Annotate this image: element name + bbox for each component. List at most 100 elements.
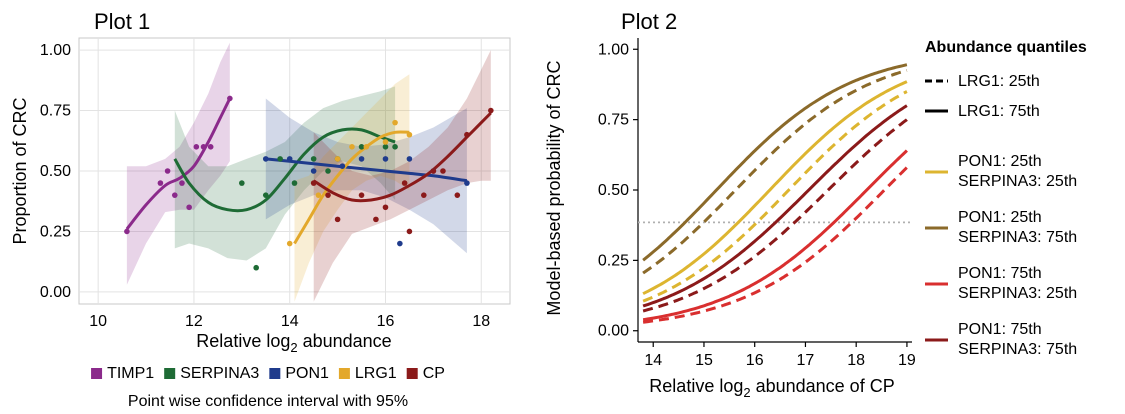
plot1-point-timp1 bbox=[200, 144, 207, 150]
plot1-point-serpina3 bbox=[239, 180, 245, 186]
plot1-point-timp1 bbox=[157, 180, 164, 186]
plot1-x-tick-label: 18 bbox=[472, 313, 490, 330]
plot1-point-serpina3 bbox=[358, 144, 365, 150]
plot1-point-lrg1 bbox=[363, 144, 370, 150]
plot2-legend-label: PON1: 25th bbox=[958, 153, 1042, 170]
plot1-curve-serpina3 bbox=[173, 127, 396, 213]
plot2-curve-7 bbox=[642, 149, 908, 322]
plot1-point-cp bbox=[334, 216, 341, 223]
plot1-point-timp1 bbox=[207, 144, 214, 150]
plot2-legend-label: PON1: 75th bbox=[958, 265, 1042, 282]
plot1-x-axis-label: Relative log2 abundance bbox=[196, 331, 391, 355]
plot1-x-tick-label: 10 bbox=[89, 313, 107, 330]
plot1-point-cp bbox=[430, 168, 437, 174]
plot1-y-tick-label: 1.00 bbox=[40, 42, 71, 59]
plot1-point-timp1 bbox=[164, 168, 171, 174]
plot2-curve-3 bbox=[642, 80, 908, 295]
plot2-title: Plot 2 bbox=[621, 9, 677, 34]
plot1-band-cp bbox=[313, 50, 491, 302]
plot1-curve-timp1 bbox=[125, 97, 232, 230]
plot1-point-timp1 bbox=[186, 204, 192, 211]
plot1-point-cp bbox=[401, 180, 408, 186]
plot2-curve-5 bbox=[642, 104, 908, 308]
plot1-y-tick-label: 0.75 bbox=[40, 103, 71, 120]
plot1-legend-swatch-lrg1 bbox=[338, 368, 350, 379]
plot1-point-cp bbox=[454, 192, 461, 198]
plot1-tick-labels: 10 12 14 16 18 0.00 0.25 0.50 0.75 1.00 bbox=[40, 42, 490, 330]
plot1-curve-cp bbox=[312, 111, 492, 203]
plot1-point-cp bbox=[464, 131, 470, 138]
plot1-y-axis-label: Proportion of CRC bbox=[10, 97, 30, 244]
plot1-point-cp bbox=[488, 107, 494, 114]
plot2-x-axis-label: Relative log2 abundance of CP bbox=[649, 376, 894, 400]
plot1-x-tick-label: 14 bbox=[281, 313, 299, 330]
plot1-note: Point wise confidence interval with 95% bbox=[128, 393, 408, 410]
plot1-y-tick-label: 0.25 bbox=[40, 223, 71, 240]
plot1-legend-swatch-cp bbox=[406, 368, 418, 379]
plot2-curve-6 bbox=[642, 118, 908, 313]
plot1-point-timp1 bbox=[227, 95, 233, 102]
plot1-point-cp bbox=[421, 192, 427, 198]
plot1-title: Plot 1 bbox=[94, 9, 150, 34]
plot1-point-pon1 bbox=[286, 156, 293, 162]
plot1-legend-label-timp1: TIMP1 bbox=[107, 365, 154, 382]
plot2-y-tick-label: 0.50 bbox=[598, 182, 629, 199]
plot2-legend-label: LRG1: 75th bbox=[958, 103, 1040, 120]
plot1-legend-label-cp: CP bbox=[423, 365, 445, 382]
plot1-point-cp bbox=[382, 204, 389, 211]
plot1-legend-swatch-serpina3 bbox=[164, 368, 176, 379]
plot2-y-tick-label: 1.00 bbox=[598, 41, 629, 58]
plot1-y-tick-label: 0.50 bbox=[40, 163, 71, 180]
plot1-legend-swatch-pon1 bbox=[269, 368, 281, 379]
plot2-x-tick-label: 15 bbox=[695, 352, 713, 369]
plot1-x-tick-label: 12 bbox=[185, 313, 203, 330]
plot2-legend-label: SERPINA3: 25th bbox=[958, 285, 1077, 302]
plot1-point-cp bbox=[373, 216, 379, 223]
plot1-x-tick-label: 16 bbox=[377, 313, 395, 330]
plot2-x-tick-label: 17 bbox=[797, 352, 815, 369]
plot2-x-tick-label: 18 bbox=[847, 352, 865, 369]
plot1-point-timp1 bbox=[124, 228, 130, 235]
plot1-point-serpina3 bbox=[277, 156, 283, 162]
plot1-point-lrg1 bbox=[392, 119, 398, 126]
plot2-legend-label: PON1: 25th bbox=[958, 209, 1042, 226]
plot1-point-pon1 bbox=[382, 156, 389, 162]
plot1-point-pon1 bbox=[339, 163, 346, 169]
plot1-band-pon1 bbox=[265, 98, 467, 254]
plot2-x-tick-label: 19 bbox=[898, 352, 916, 369]
plot1-point-lrg1 bbox=[286, 240, 293, 247]
plot1-point-serpina3 bbox=[291, 180, 298, 186]
plot1-point-lrg1 bbox=[334, 156, 341, 162]
plot2-legend-title: Abundance quantiles bbox=[925, 39, 1087, 56]
plot1-point-serpina3 bbox=[262, 192, 269, 198]
plot1-point-pon1 bbox=[262, 156, 269, 162]
plot2-curve-4 bbox=[642, 90, 908, 303]
plot1-point-pon1 bbox=[310, 168, 317, 174]
plot1-legend-label-pon1: PON1 bbox=[285, 365, 329, 382]
plot1-point-pon1 bbox=[397, 240, 403, 247]
plot1-point-cp bbox=[325, 192, 331, 198]
plot1-gridlines bbox=[79, 38, 510, 304]
plot1-point-lrg1 bbox=[349, 144, 355, 150]
plot1-point-cp bbox=[310, 180, 317, 186]
plot1-point-serpina3 bbox=[253, 264, 259, 271]
plot2-x-tick-label: 16 bbox=[746, 352, 764, 369]
plot2-legend: LRG1: 25th LRG1: 75th PON1: 25th SERPINA3: … bbox=[925, 73, 1077, 358]
plot2-tick-labels: 14 15 16 17 18 19 0.00 0.25 0.50 0.75 1.00 bbox=[598, 41, 916, 369]
plot1-point-timp1 bbox=[193, 144, 200, 150]
plot1-point-cp bbox=[406, 228, 413, 235]
plot2-curves bbox=[642, 63, 908, 324]
plot2-legend-label: SERPINA3: 25th bbox=[958, 173, 1077, 190]
plot1-point-timp1 bbox=[179, 180, 185, 186]
plot1-point-lrg1 bbox=[382, 139, 389, 145]
plot1-smooth-curves bbox=[125, 97, 492, 245]
plot1-point-lrg1 bbox=[406, 131, 413, 138]
plot1-point-serpina3 bbox=[310, 156, 317, 162]
plot1-point-cp bbox=[358, 192, 365, 198]
plot1-point-cp bbox=[440, 168, 446, 174]
plot1-legend-swatch-timp1 bbox=[91, 368, 103, 379]
plot1-points bbox=[124, 95, 494, 271]
plot2-legend-label: PON1: 75th bbox=[958, 321, 1042, 338]
plot1-point-pon1 bbox=[358, 156, 365, 162]
